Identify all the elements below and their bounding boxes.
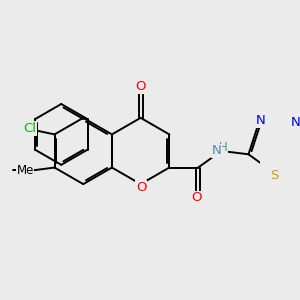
Text: S: S	[270, 169, 279, 182]
Text: Cl: Cl	[23, 122, 36, 135]
Text: N: N	[291, 116, 300, 129]
Text: N: N	[256, 114, 266, 127]
Text: N: N	[212, 145, 221, 158]
Text: O: O	[135, 80, 146, 93]
Text: O: O	[136, 181, 147, 194]
Text: H: H	[219, 141, 228, 154]
Text: Me: Me	[16, 164, 34, 177]
Text: O: O	[191, 191, 202, 204]
